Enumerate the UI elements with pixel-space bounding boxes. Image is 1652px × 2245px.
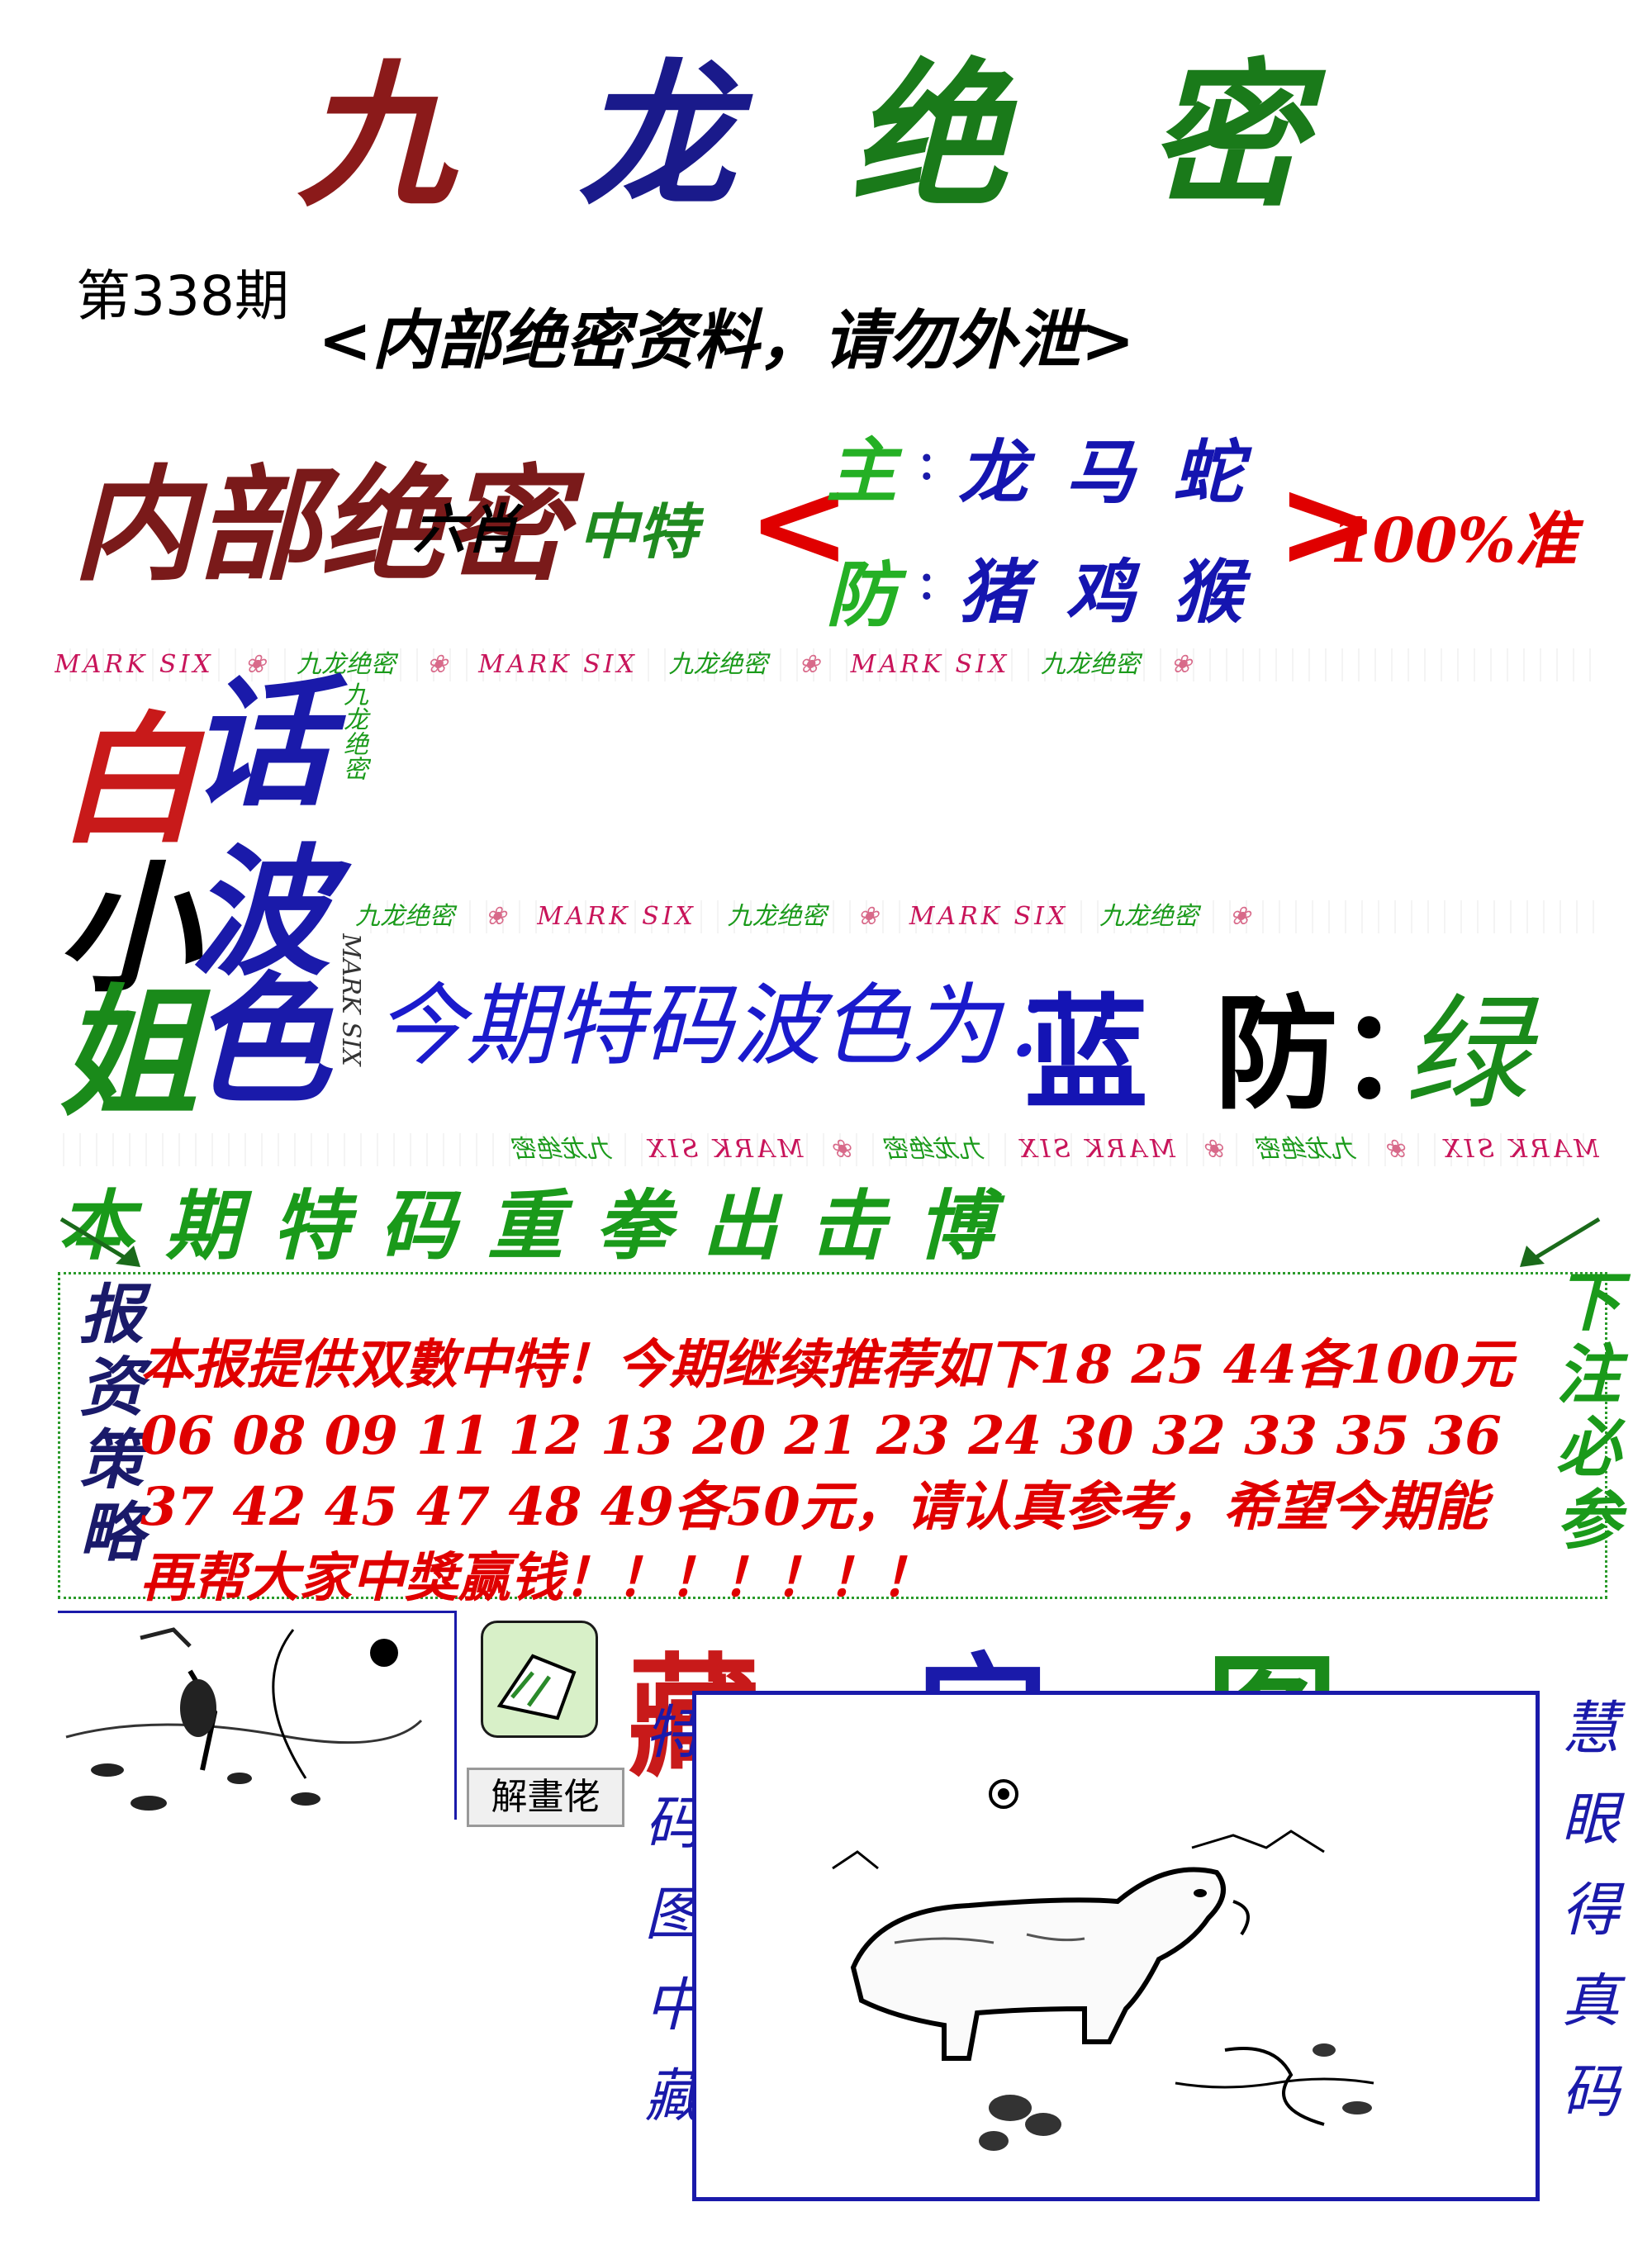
hippo-illustration (692, 1691, 1540, 2201)
subtitle: <内部绝密资料，请勿外泄> (318, 303, 1135, 378)
wave-main-color: 蓝 (1024, 981, 1149, 1127)
flower-icon: ❀ (833, 1135, 856, 1164)
decor-strip-middle: 九龙绝密 ❀ MARK SIX 九龙绝密 ❀ MARK SIX 九龙绝密 ❀ (355, 900, 1599, 933)
strip-jiulong-text: 九龙绝密 (355, 902, 454, 931)
strip-mark-text: MARK SIX (336, 933, 365, 1066)
flower-icon: ❀ (798, 650, 820, 679)
strip-mark-text: MARK SIX (643, 1135, 804, 1164)
special-banner: 本期特码重拳出击博 (58, 1181, 1025, 1270)
strip-jiulong-text: 九龙绝密 (339, 681, 368, 781)
strip-jiulong-text: 九龙绝密 (885, 1135, 985, 1164)
strategy-left-label: 报资策略 (69, 1280, 144, 1571)
hippo-drawing (832, 1779, 1374, 2151)
flower-icon: ❀ (485, 902, 506, 931)
main-zodiac-2: 马 (1066, 431, 1136, 513)
painting-drawing (496, 1654, 577, 1721)
strip-mark-text: MARK SIX (478, 650, 638, 679)
wave-defense-label: 防： (1214, 981, 1463, 1127)
strip-jiulong-text: 九龙绝密 (1040, 650, 1140, 679)
flower-icon: ❀ (1206, 1135, 1227, 1164)
decor-strip-vertical-top: 九龙绝密 (335, 681, 371, 904)
decor-strip-vertical-middle: MARK SIX (329, 933, 365, 1140)
title-char-3: 绝 (851, 44, 1009, 228)
strip-mark-text: MARK SIX (537, 902, 696, 931)
painting-icon[interactable] (481, 1621, 598, 1738)
strategy-text: 本报提供双數中特！今期继续推荐如下18 25 44各100元06 08 09 1… (140, 1334, 1513, 1609)
left-vertical-label: 特码图中藏 (635, 1702, 703, 2156)
decor-strip-bottom: MARK SIX ❀ 九龙绝密 ❀ MARK SIX 九龙绝密 ❀ MARK S… (55, 1133, 1599, 1166)
special-label: 中特 (578, 496, 698, 567)
main-label: 主 (826, 430, 897, 513)
flower-icon: ❀ (1229, 902, 1251, 931)
strip-mark-text: MARK SIX (850, 650, 1010, 679)
defense-zodiac-1: 猪 (958, 551, 1028, 633)
main-colon: : (917, 425, 937, 493)
title-char-2: 龙 (578, 44, 736, 228)
accuracy-badge: 100%准 (1330, 505, 1577, 577)
strip-jiulong-text: 九龙绝密 (668, 650, 768, 679)
strip-jiulong-text: 九龙绝密 (1099, 902, 1199, 931)
flower-icon: ❀ (1388, 1135, 1409, 1164)
inner-secret-heading: 内部绝密 (73, 453, 569, 598)
open-bracket: < (748, 450, 852, 596)
strip-mark-text: MARK SIX (909, 902, 1069, 931)
side-char-se: 色 (190, 958, 331, 1123)
title-char-4: 密 (1148, 44, 1306, 228)
archer-illustration (58, 1611, 457, 1820)
archer-drawing (65, 1627, 423, 1811)
strip-jiulong-text: 九龙绝密 (514, 1135, 614, 1164)
strategy-right-label: 下注必参 (1545, 1268, 1621, 1559)
wave-defense-color: 绿 (1404, 983, 1529, 1127)
side-char-bai: 白 (58, 698, 199, 863)
defense-colon: : (917, 545, 937, 613)
strip-mark-text: MARK SIX (1440, 1135, 1599, 1164)
strip-mark-text: MARK SIX (1016, 1135, 1175, 1164)
defense-label: 防 (826, 553, 897, 637)
explain-picture-button[interactable]: 解畫佬 (467, 1768, 624, 1827)
defense-zodiac-2: 鸡 (1066, 551, 1136, 633)
side-char-hua: 话 (190, 661, 331, 826)
arrow-left-icon (59, 1217, 140, 1267)
defense-zodiac-3: 猴 (1173, 551, 1243, 633)
flower-icon: ❀ (426, 650, 448, 679)
strip-mark-text: MARK SIX (55, 650, 214, 679)
side-char-xiao: 小 (58, 847, 199, 1012)
right-vertical-label: 慧眼得真码 (1552, 1697, 1620, 2152)
close-bracket: > (1276, 450, 1380, 596)
strategy-box (58, 1272, 1607, 1599)
issue-number: 第338期 (76, 264, 289, 328)
main-zodiac-3: 蛇 (1173, 431, 1243, 513)
six-zodiac-label: 六肖 (413, 499, 519, 561)
main-zodiac-1: 龙 (958, 431, 1028, 513)
decor-strip-top: MARK SIX ❀ 九龙绝密 ❀ MARK SIX 九龙绝密 ❀ MARK S… (55, 648, 1599, 681)
side-char-jie: 姐 (58, 971, 199, 1136)
strip-jiulong-text: 九龙绝密 (1258, 1135, 1358, 1164)
flower-icon: ❀ (1170, 650, 1192, 679)
wave-color-label: 今期特码波色为： (376, 975, 1090, 1078)
strip-jiulong-text: 九龙绝密 (296, 650, 396, 679)
arrow-right-icon (1520, 1217, 1601, 1267)
title-char-1: 九 (297, 44, 455, 228)
flower-icon: ❀ (857, 902, 879, 931)
flower-icon: ❀ (244, 650, 266, 679)
side-char-bo: 波 (190, 830, 331, 995)
strip-jiulong-text: 九龙绝密 (727, 902, 827, 931)
